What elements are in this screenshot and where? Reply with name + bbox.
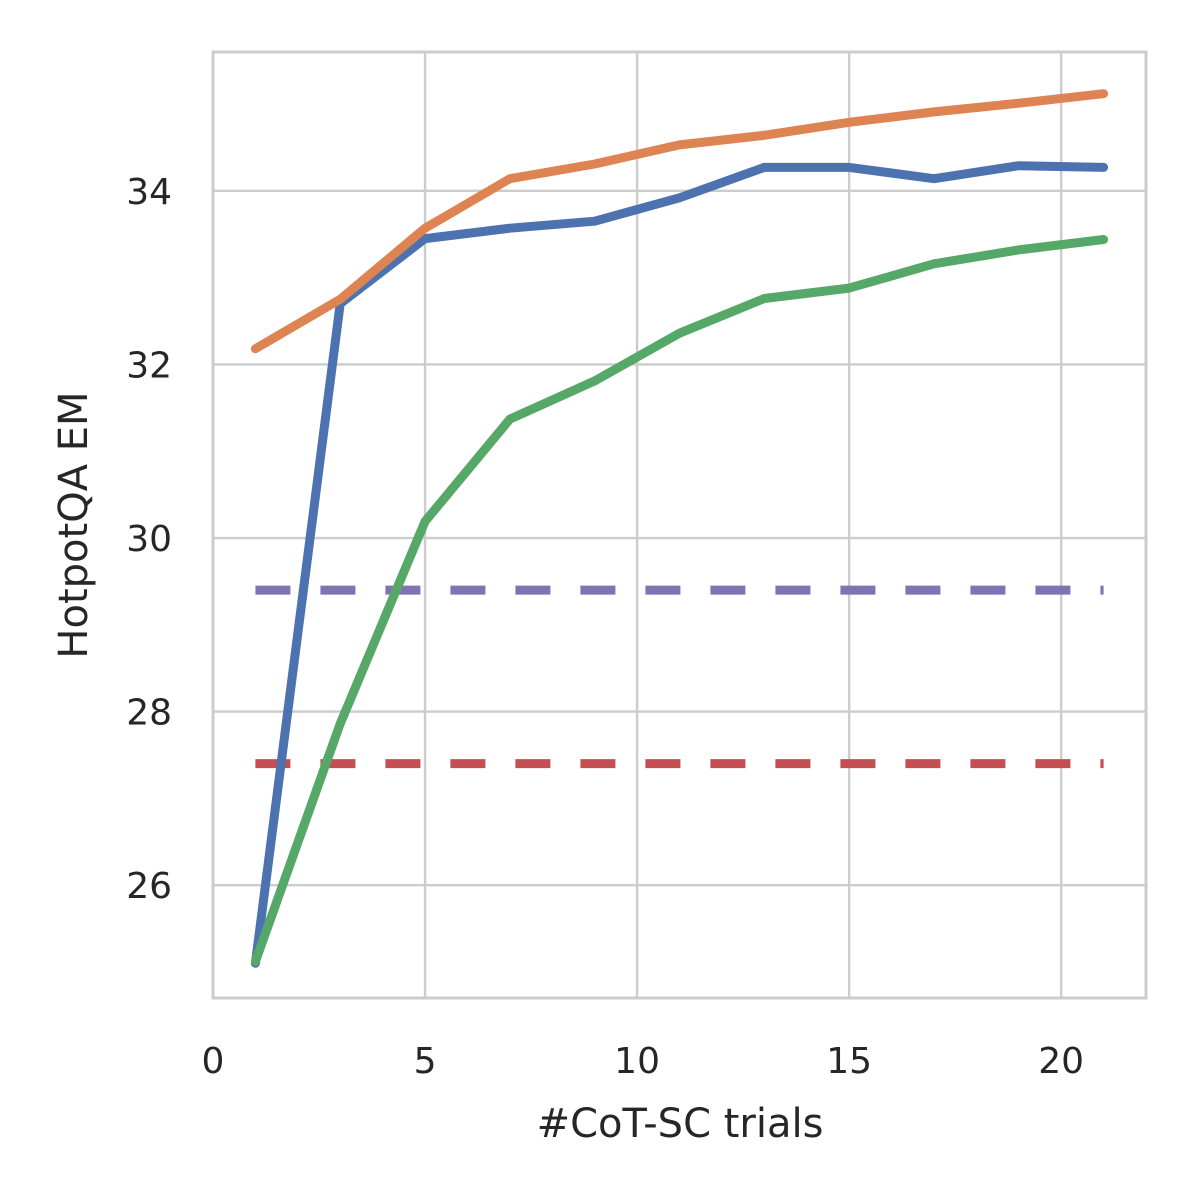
orange-series-line [250, 89, 1109, 354]
x-tick-label: 10 [614, 1041, 660, 1082]
series-lines [250, 89, 1109, 968]
x-tick-label: 0 [202, 1041, 225, 1082]
green-series-line [250, 235, 1109, 966]
x-tick-label: 5 [414, 1041, 437, 1082]
tick-labels: 0 5 10 15 20 26 28 30 32 34 [126, 172, 1084, 1082]
y-tick-label: 34 [126, 172, 172, 213]
y-tick-label: 32 [126, 345, 172, 386]
y-tick-label: 26 [126, 866, 172, 907]
y-tick-label: 30 [126, 519, 172, 560]
x-axis-title: #CoT-SC trials [537, 1101, 824, 1147]
x-tick-label: 15 [826, 1041, 872, 1082]
y-tick-label: 28 [126, 693, 172, 734]
blue-series-line [250, 161, 1109, 968]
y-axis-title: HotpotQA EM [51, 391, 97, 658]
plot-frame [211, 50, 1148, 1000]
x-tick-label: 20 [1038, 1041, 1084, 1082]
